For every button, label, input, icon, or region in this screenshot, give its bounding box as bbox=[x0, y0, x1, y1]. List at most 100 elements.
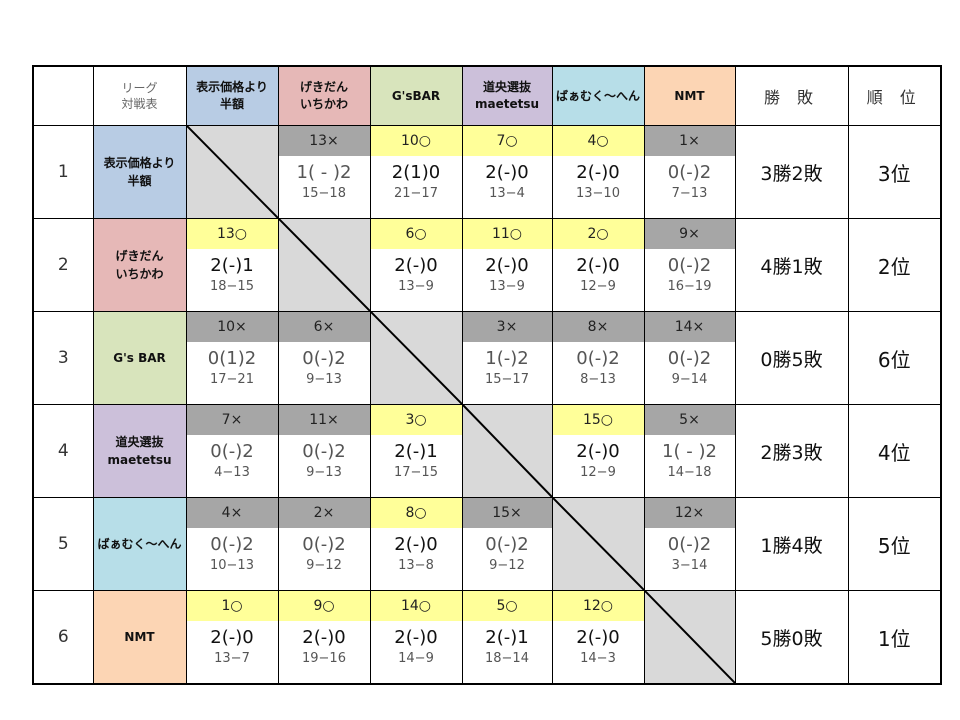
team-name-line: 道央選抜 bbox=[115, 435, 164, 449]
match-cell: 2× 0(-)2 9−12 bbox=[277, 497, 371, 591]
set-score: 2(-)0 bbox=[394, 255, 438, 276]
set-score: 2(-)0 bbox=[394, 534, 438, 555]
row-team-name: G's BAR bbox=[92, 311, 187, 405]
match-number-win: 13○ bbox=[186, 219, 278, 249]
win-loss-record: 2勝3敗 bbox=[734, 404, 849, 498]
rank: 1位 bbox=[847, 590, 942, 685]
match-result: 8× 0(-)2 8−13 bbox=[552, 312, 644, 404]
win-loss-record: 3勝2敗 bbox=[734, 125, 849, 219]
team-name-line: リーグ bbox=[121, 81, 158, 95]
row-team-name: 表示価格より 半額 bbox=[92, 125, 187, 219]
point-score: 12−9 bbox=[580, 465, 616, 480]
match-cell: 6○ 2(-)0 13−9 bbox=[369, 218, 463, 312]
set-score: 1(-)2 bbox=[485, 348, 529, 369]
point-score: 7−13 bbox=[671, 186, 708, 201]
match-result: 10○ 2(1)0 21−17 bbox=[370, 126, 462, 218]
match-result: 4× 0(-)2 10−13 bbox=[186, 498, 278, 590]
team-name-line: いちかわ bbox=[115, 267, 164, 281]
set-score: 1( - )2 bbox=[662, 441, 717, 462]
point-score: 18−15 bbox=[210, 279, 254, 294]
match-cell: 1○ 2(-)0 13−7 bbox=[185, 590, 279, 685]
match-cell: 3○ 2(-)1 17−15 bbox=[369, 404, 463, 498]
match-cell: 7× 0(-)2 4−13 bbox=[185, 404, 279, 498]
point-score: 8−13 bbox=[580, 372, 616, 387]
point-score: 9−14 bbox=[671, 372, 708, 387]
point-score: 3−14 bbox=[671, 558, 708, 573]
match-result: 15○ 2(-)0 12−9 bbox=[552, 405, 644, 497]
point-score: 19−16 bbox=[302, 651, 346, 666]
point-score: 13−4 bbox=[489, 186, 525, 201]
point-score: 13−10 bbox=[576, 186, 620, 201]
point-score: 13−9 bbox=[398, 279, 434, 294]
match-result: 7○ 2(-)0 13−4 bbox=[462, 126, 552, 218]
row-number: 6 bbox=[32, 590, 94, 685]
header-blank bbox=[32, 65, 94, 126]
team-name-line: ばぁむく～へん bbox=[555, 88, 640, 103]
point-score: 4−13 bbox=[214, 465, 250, 480]
win-loss-record: 5勝0敗 bbox=[734, 590, 849, 685]
rank: 4位 bbox=[847, 404, 942, 498]
match-number-win: 15○ bbox=[552, 405, 644, 435]
match-number-loss: 9× bbox=[644, 219, 735, 249]
win-loss-record: 4勝1敗 bbox=[734, 218, 849, 312]
match-cell: 3× 1(-)2 15−17 bbox=[461, 311, 553, 405]
set-score: 2(-)0 bbox=[576, 441, 620, 462]
set-score: 1( - )2 bbox=[296, 162, 352, 183]
team-name-line: いちかわ bbox=[299, 97, 348, 111]
league-table: リーグ 対戦表 表示価格より 半額 げきだん いちかわ G'sBAR 道央選抜 maetetsu… bbox=[32, 65, 942, 685]
match-result: 5○ 2(-)1 18−14 bbox=[462, 591, 552, 683]
match-number-loss: 13× bbox=[278, 126, 370, 156]
set-score: 2(-)0 bbox=[485, 255, 529, 276]
header-team-5: ばぁむく～へん bbox=[551, 65, 645, 126]
set-score: 2(-)0 bbox=[576, 255, 620, 276]
match-result: 2○ 2(-)0 12−9 bbox=[552, 219, 644, 311]
row-number: 2 bbox=[32, 218, 94, 312]
match-cell: 15○ 2(-)0 12−9 bbox=[551, 404, 645, 498]
match-result: 13× 1( - )2 15−18 bbox=[278, 126, 370, 218]
match-number-loss: 4× bbox=[186, 498, 278, 528]
table-row: 4 道央選抜 maetetsu 7× 0(-)2 4−13 11× 0(-)2 9−13 3○ 2(… bbox=[32, 404, 942, 498]
match-cell: 4× 0(-)2 10−13 bbox=[185, 497, 279, 591]
match-cell: 8○ 2(-)0 13−8 bbox=[369, 497, 463, 591]
team-name-line: 半額 bbox=[219, 97, 244, 111]
match-cell: 12× 0(-)2 3−14 bbox=[643, 497, 736, 591]
point-score: 15−17 bbox=[485, 372, 529, 387]
team-name-line: G'sBAR bbox=[391, 88, 441, 103]
team-name-line: maetetsu bbox=[474, 97, 540, 111]
point-score: 14−3 bbox=[580, 651, 616, 666]
match-cell: 10× 0(1)2 17−21 bbox=[185, 311, 279, 405]
rank: 2位 bbox=[847, 218, 942, 312]
header-corner-label: リーグ 対戦表 bbox=[92, 65, 187, 126]
header-rank: 順 位 bbox=[847, 65, 942, 126]
match-number-loss: 8× bbox=[552, 312, 644, 342]
table-row: 3 G's BAR 10× 0(1)2 17−21 6× 0(-)2 9−13 3× 1(-)2 1… bbox=[32, 311, 942, 405]
team-name-line: 表示価格より bbox=[103, 156, 176, 170]
diagonal-cell bbox=[369, 311, 463, 405]
match-cell: 14× 0(-)2 9−14 bbox=[643, 311, 736, 405]
match-result: 9○ 2(-)0 19−16 bbox=[278, 591, 370, 683]
set-score: 0(-)2 bbox=[667, 162, 712, 183]
point-score: 13−9 bbox=[489, 279, 525, 294]
match-cell: 4○ 2(-)0 13−10 bbox=[551, 125, 645, 219]
point-score: 17−15 bbox=[394, 465, 438, 480]
match-result: 14○ 2(-)0 14−9 bbox=[370, 591, 462, 683]
match-result: 12× 0(-)2 3−14 bbox=[644, 498, 735, 590]
point-score: 12−9 bbox=[580, 279, 616, 294]
match-result: 3○ 2(-)1 17−15 bbox=[370, 405, 462, 497]
match-cell: 10○ 2(1)0 21−17 bbox=[369, 125, 463, 219]
match-cell: 9× 0(-)2 16−19 bbox=[643, 218, 736, 312]
match-result: 13○ 2(-)1 18−15 bbox=[186, 219, 278, 311]
team-name-line: maetetsu bbox=[107, 453, 172, 467]
header-team-6: NMT bbox=[643, 65, 736, 126]
match-result: 5× 1( - )2 14−18 bbox=[644, 405, 735, 497]
team-name-line: 対戦表 bbox=[121, 97, 158, 111]
match-cell: 14○ 2(-)0 14−9 bbox=[369, 590, 463, 685]
match-cell: 5× 1( - )2 14−18 bbox=[643, 404, 736, 498]
point-score: 9−13 bbox=[306, 372, 342, 387]
match-result: 2× 0(-)2 9−12 bbox=[278, 498, 370, 590]
match-result: 8○ 2(-)0 13−8 bbox=[370, 498, 462, 590]
set-score: 0(1)2 bbox=[207, 348, 257, 369]
team-name-line: げきだん bbox=[299, 80, 348, 94]
match-cell: 15× 0(-)2 9−12 bbox=[461, 497, 553, 591]
match-number-win: 12○ bbox=[552, 591, 644, 621]
